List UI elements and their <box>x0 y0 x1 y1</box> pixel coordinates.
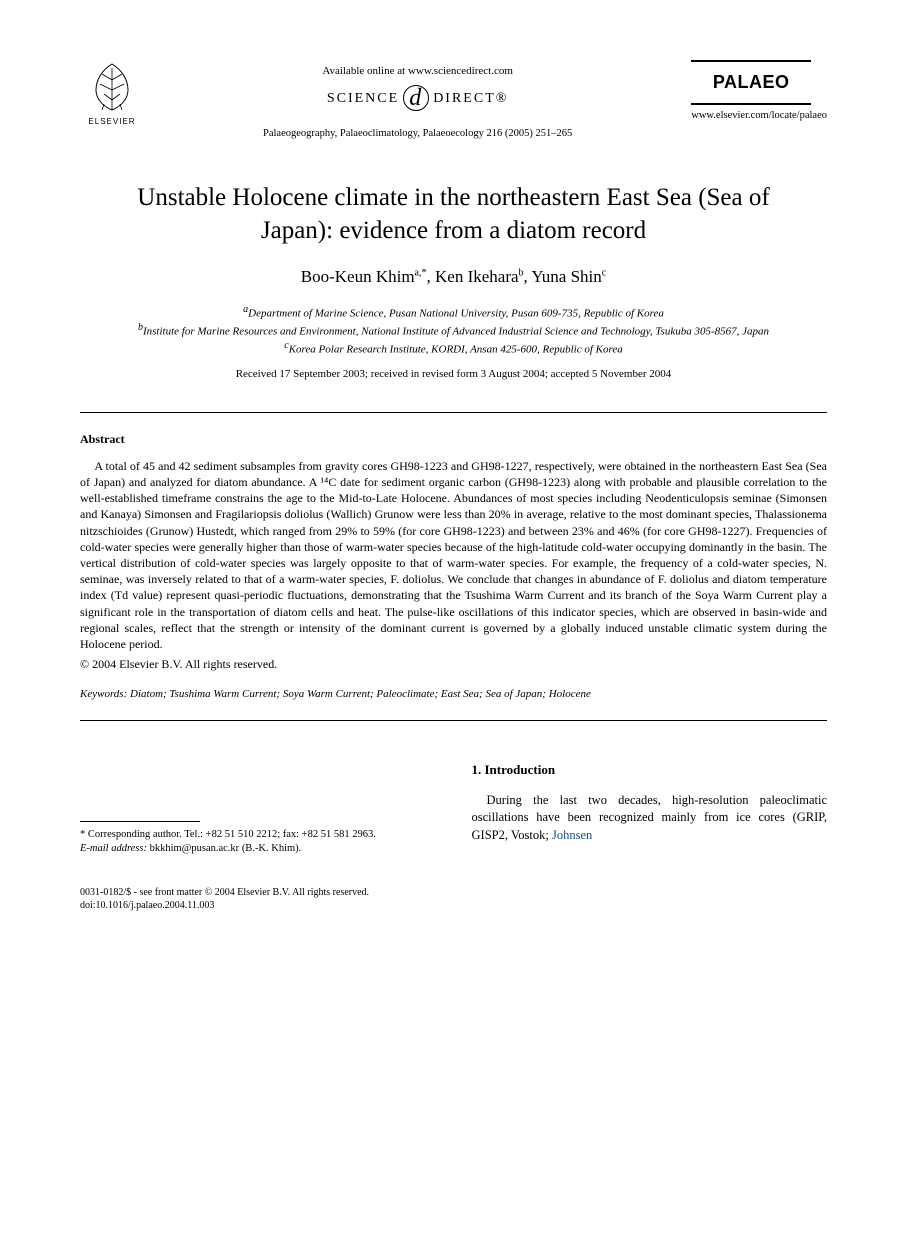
keywords-line: Keywords: Diatom; Tsushima Warm Current;… <box>80 687 827 702</box>
right-column: 1. Introduction During the last two deca… <box>472 761 828 855</box>
keywords-text: Diatom; Tsushima Warm Current; Soya Warm… <box>130 688 591 700</box>
affiliations: aDepartment of Marine Science, Pusan Nat… <box>80 303 827 357</box>
affiliation: aDepartment of Marine Science, Pusan Nat… <box>80 303 827 321</box>
corr-line1: * Corresponding author. Tel.: +82 51 510… <box>80 828 436 842</box>
sd-right: DIRECT® <box>433 89 508 109</box>
header-row: ELSEVIER Available online at www.science… <box>80 60 827 142</box>
left-column: * Corresponding author. Tel.: +82 51 510… <box>80 761 436 855</box>
doi-line: doi:10.1016/j.palaeo.2004.11.003 <box>80 899 827 912</box>
abstract-paragraph: A total of 45 and 42 sediment subsamples… <box>80 458 827 652</box>
affiliation: bInstitute for Marine Resources and Envi… <box>80 321 827 339</box>
section-heading: 1. Introduction <box>472 761 828 779</box>
citation-link[interactable]: Johnsen <box>552 828 592 842</box>
author: Boo-Keun Khima,* <box>301 267 427 286</box>
corr-email[interactable]: bkkhim@pusan.ac.kr <box>150 843 240 854</box>
footnote-rule <box>80 821 200 822</box>
locate-url[interactable]: www.elsevier.com/locate/palaeo <box>691 109 827 124</box>
author: Yuna Shinc <box>531 267 606 286</box>
header-center: Available online at www.sciencedirect.co… <box>144 60 691 142</box>
citation-line: Palaeogeography, Palaeoclimatology, Pala… <box>144 127 691 142</box>
divider <box>80 412 827 413</box>
sd-at-icon: d <box>403 85 429 111</box>
article-dates: Received 17 September 2003; received in … <box>80 367 827 382</box>
palaeo-block: PALAEO www.elsevier.com/locate/palaeo <box>691 60 827 124</box>
issn-line: 0031-0182/$ - see front matter © 2004 El… <box>80 886 827 899</box>
author: Ken Ikeharab <box>435 267 524 286</box>
keywords-label: Keywords: <box>80 688 127 700</box>
elsevier-tree-icon <box>82 60 142 114</box>
corr-line2: E-mail address: bkkhim@pusan.ac.kr (B.-K… <box>80 842 436 856</box>
intro-paragraph: During the last two decades, high-resolu… <box>472 792 828 845</box>
corresponding-author-footnote: * Corresponding author. Tel.: +82 51 510… <box>80 828 436 855</box>
authors-line: Boo-Keun Khima,*, Ken Ikeharab, Yuna Shi… <box>80 265 827 289</box>
palaeo-box: PALAEO <box>691 60 811 105</box>
elsevier-logo: ELSEVIER <box>80 60 144 132</box>
abstract-heading: Abstract <box>80 431 827 448</box>
two-column-body: * Corresponding author. Tel.: +82 51 510… <box>80 761 827 855</box>
abstract-body: A total of 45 and 42 sediment subsamples… <box>80 458 827 652</box>
available-online-text: Available online at www.sciencedirect.co… <box>144 64 691 79</box>
article-title: Unstable Holocene climate in the northea… <box>100 182 807 247</box>
elsevier-label: ELSEVIER <box>88 116 135 127</box>
divider <box>80 720 827 721</box>
copyright-line: © 2004 Elsevier B.V. All rights reserved… <box>80 656 827 673</box>
affiliation: cKorea Polar Research Institute, KORDI, … <box>80 339 827 357</box>
footer: 0031-0182/$ - see front matter © 2004 El… <box>80 886 827 912</box>
sciencedirect-logo: SCIENCE d DIRECT® <box>327 85 509 111</box>
sd-left: SCIENCE <box>327 89 399 109</box>
palaeo-label: PALAEO <box>695 70 807 95</box>
